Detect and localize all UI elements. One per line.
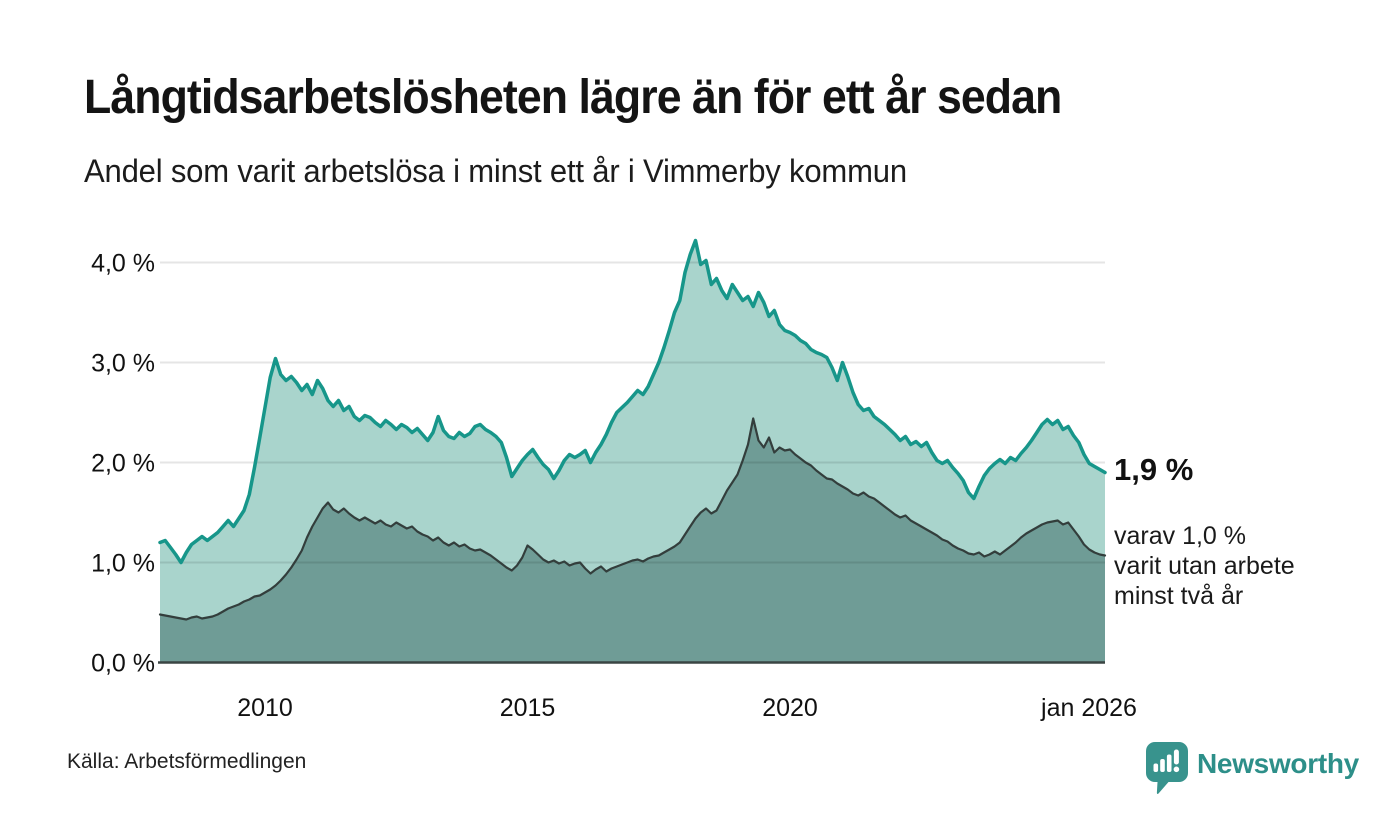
y-axis-label-0: 0,0 %	[91, 650, 155, 678]
series-line-1	[158, 238, 1107, 565]
y-axis-label-1: 1,0 %	[91, 550, 155, 578]
newsworthy-bubble-icon	[1146, 742, 1188, 794]
note-line-1: varav 1,0 %	[1114, 522, 1247, 550]
newsworthy-wordmark: Newsworthy	[1197, 748, 1359, 779]
unemployment-area-chart: 0,0 % 1,0 % 2,0 % 3,0 % 4,0 % 2010 2015 2020 jan…	[91, 238, 1137, 722]
y-axis-label-4: 4,0 %	[91, 250, 155, 278]
latest-value-label: 1,9 %	[1114, 452, 1194, 487]
x-axis-label-3: jan 2026	[1040, 694, 1137, 722]
newsworthy-logo: Newsworthy	[1146, 742, 1359, 794]
note-line-3: minst två år	[1114, 582, 1244, 610]
x-axis-label-2: 2020	[762, 694, 818, 722]
series-area-2	[160, 418, 1105, 663]
latest-note-label: varav 1,0 % varit utan arbete minst två …	[1114, 521, 1295, 611]
series-line-2	[158, 417, 1107, 621]
page-subtitle: Andel som varit arbetslösa i minst ett å…	[84, 153, 907, 189]
note-line-2: varit utan arbete	[1114, 552, 1295, 580]
x-axis-label-0: 2010	[237, 694, 293, 722]
y-axis-label-2: 2,0 %	[91, 450, 155, 478]
y-axis-label-3: 3,0 %	[91, 350, 155, 378]
x-axis-label-1: 2015	[500, 694, 556, 722]
page-title: Långtidsarbetslösheten lägre än för ett …	[84, 71, 1062, 124]
source-attribution: Källa: Arbetsförmedlingen	[67, 750, 307, 773]
